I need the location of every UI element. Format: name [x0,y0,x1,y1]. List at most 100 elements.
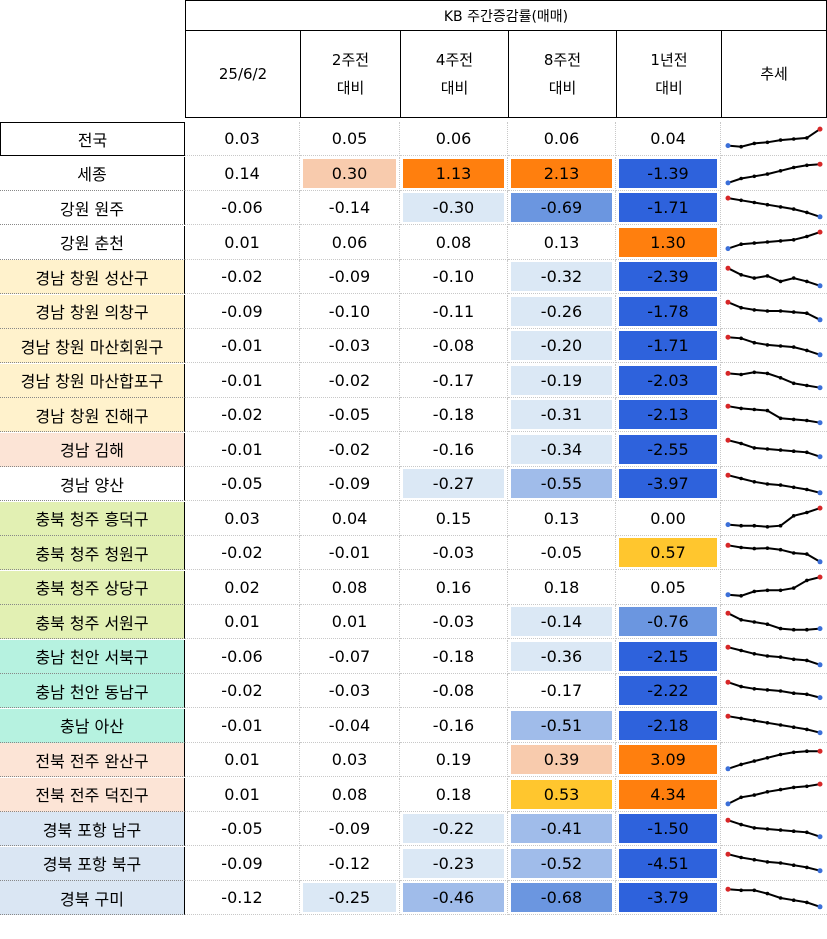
sparkline-point [765,172,770,176]
sparkline-point [765,654,770,658]
sparkline-point [725,403,731,409]
sparkline-svg [725,299,823,323]
table-row: 충북 청주 청원구 -0.02 -0.01 -0.03 -0.05 0.57 [0,536,827,570]
sparkline-point [778,204,783,209]
sparkline-point [791,206,796,211]
sparkline-line [727,783,821,805]
sparkline-point [805,135,809,140]
region-name: 경남 양산 [0,467,185,501]
sparkline-point [805,311,809,315]
value-cell: -0.36 [508,639,616,674]
value-cell: -0.06 [185,639,300,674]
sparkline-point [765,621,770,626]
trend-sparkline [721,502,827,536]
trend-sparkline [721,122,827,156]
sparkline-point [725,370,731,376]
value-cell: -0.76 [616,605,721,639]
trend-sparkline [721,260,827,294]
value-cell: -0.32 [508,260,616,294]
value-cell: -3.79 [616,881,721,915]
sparkline-point [765,588,770,593]
value-cell: -0.16 [400,708,508,743]
value-cell: -0.08 [400,329,508,363]
sparkline-point [778,827,783,832]
value-cell: 0.19 [400,743,508,777]
sparkline-svg [725,370,823,391]
column-header-line1: 추세 [760,65,788,83]
value-cell: -0.02 [185,260,300,294]
sparkline-point [791,275,796,280]
group-header: KB 주간증감률(매매) [185,0,827,31]
sparkline-line [727,507,821,528]
sparkline-point [791,657,796,662]
table-row: 충북 청주 상당구 0.02 0.08 0.16 0.18 0.05 [0,570,827,605]
sparkline-point [739,855,743,860]
value-cell: -0.41 [508,812,616,846]
sparkline-point [791,136,796,141]
value-cell: 0.03 [185,501,300,536]
sparkline-point [778,482,783,487]
trend-sparkline [721,778,827,812]
value-cell: -0.03 [300,674,400,708]
column-header-line2: 대비 [440,79,469,97]
region-name: 충남 천안 동남구 [0,674,185,708]
table-row: 충남 천안 서북구 -0.06 -0.07 -0.18 -0.36 -2.15 [0,639,827,674]
sparkline-point [817,213,823,219]
value-cell: -0.18 [400,639,508,674]
value-cell: -0.17 [400,363,508,398]
value-cell: -0.02 [185,674,300,708]
sparkline-point [739,176,743,181]
value-cell: -0.05 [300,398,400,432]
trend-sparkline [721,674,827,708]
value-cell: -0.03 [400,605,508,639]
sparkline-point [725,542,731,548]
sparkline-point [791,750,796,754]
sparkline-point [725,886,731,892]
sparkline-point [791,310,796,314]
sparkline-svg [725,781,823,807]
sparkline-point [765,545,770,550]
sparkline-point [791,344,796,349]
value-cell: -0.12 [185,881,300,915]
sparkline-line [727,404,821,424]
sparkline-point [778,723,783,727]
value-cell: 0.03 [185,122,300,156]
sparkline-svg [725,505,823,529]
sparkline-point [805,551,809,556]
region-name: 충남 천안 서북구 [0,639,185,674]
value-cell: -0.10 [300,294,400,329]
sparkline-point [739,305,743,310]
region-name: 강원 원주 [0,191,185,225]
value-cell: -0.05 [185,467,300,501]
trend-sparkline [721,191,827,225]
sparkline-point [805,487,809,491]
trend-sparkline [721,157,827,191]
sparkline-point [778,626,783,630]
value-cell: -4.51 [616,846,721,881]
value-cell: -0.46 [400,881,508,915]
value-cell: -0.20 [508,329,616,363]
trend-sparkline [721,295,827,329]
table-row: 충남 천안 동남구 -0.02 -0.03 -0.08 -0.17 -2.22 [0,674,827,708]
sparkline-point [725,765,731,771]
sparkline-line [727,127,821,148]
sparkline-svg [725,713,823,736]
sparkline-point [778,547,783,551]
table-row: 강원 원주 -0.06 -0.14 -0.30 -0.69 -1.71 [0,191,827,225]
value-cell: -0.11 [400,294,508,329]
sparkline-point [817,730,823,736]
column-header: 4주전 대비 [400,31,509,118]
sparkline-point [765,240,770,244]
column-header: 2주전 대비 [300,31,401,118]
sparkline-line [727,371,821,389]
sparkline-point [791,828,796,833]
value-cell: -0.68 [508,881,616,915]
region-name: 강원 춘천 [0,225,185,260]
value-cell: -0.31 [508,398,616,432]
sparkline-point [765,140,770,144]
region-name: 경남 김해 [0,432,185,467]
trend-sparkline [721,433,827,467]
sparkline-point [778,169,783,173]
sparkline-point [805,727,809,732]
